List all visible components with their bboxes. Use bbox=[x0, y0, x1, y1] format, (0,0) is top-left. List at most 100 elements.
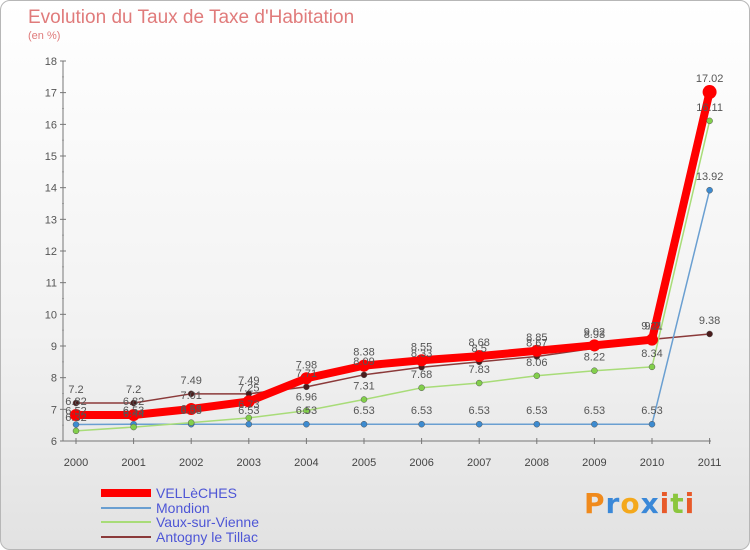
data-label: 6.82 bbox=[123, 396, 144, 408]
y-tick-label: 13 bbox=[45, 214, 57, 226]
data-label: 6.53 bbox=[238, 405, 259, 417]
logo-letter: o bbox=[620, 487, 641, 520]
x-tick-label: 2010 bbox=[640, 457, 664, 469]
data-label: 8.67 bbox=[526, 337, 547, 349]
chart-subtitle: (en %) bbox=[28, 30, 61, 42]
y-tick-label: 16 bbox=[45, 119, 57, 131]
data-label: 6.53 bbox=[353, 405, 374, 417]
data-label: 6.53 bbox=[584, 405, 605, 417]
data-label: 7.68 bbox=[411, 369, 432, 381]
data-label: 6.73 bbox=[238, 399, 259, 411]
legend-label: Vaux-sur-Vienne bbox=[156, 514, 259, 531]
y-tick-label: 9 bbox=[51, 341, 57, 353]
data-label: 6.32 bbox=[65, 412, 86, 424]
data-label: 8.34 bbox=[641, 348, 662, 360]
data-label: 7.83 bbox=[468, 364, 489, 376]
data-label: 8.5 bbox=[472, 343, 487, 355]
data-label: 8.55 bbox=[411, 341, 432, 353]
data-label: 8.38 bbox=[353, 347, 374, 359]
data-point bbox=[72, 427, 80, 435]
x-tick-label: 2007 bbox=[467, 457, 491, 469]
legend-swatch bbox=[101, 535, 151, 538]
x-tick-label: 2006 bbox=[409, 457, 433, 469]
data-point bbox=[360, 371, 368, 379]
series-line bbox=[75, 189, 711, 426]
data-label: 9.38 bbox=[699, 315, 720, 327]
x-tick-label: 2004 bbox=[294, 457, 318, 469]
data-label: 9.2 bbox=[644, 321, 659, 333]
y-tick-label: 6 bbox=[51, 436, 57, 448]
data-label: 6.53 bbox=[468, 405, 489, 417]
data-label: 6.53 bbox=[180, 405, 201, 417]
y-tick-label: 12 bbox=[45, 246, 57, 258]
logo-letter: x bbox=[640, 487, 660, 520]
series-line bbox=[75, 120, 711, 432]
data-label: 7.71 bbox=[296, 368, 317, 380]
data-point bbox=[591, 420, 598, 428]
data-point bbox=[648, 420, 656, 428]
data-label: 8.85 bbox=[526, 332, 547, 344]
y-tick-label: 18 bbox=[45, 56, 57, 68]
y-tick-label: 14 bbox=[45, 183, 57, 195]
data-label: 7.31 bbox=[353, 381, 374, 393]
data-point bbox=[187, 390, 195, 398]
data-point bbox=[360, 396, 368, 403]
data-point bbox=[706, 186, 713, 194]
data-point bbox=[303, 407, 310, 414]
logo-letter: i bbox=[684, 487, 696, 520]
data-label: 8.22 bbox=[584, 352, 605, 364]
data-label: 8.06 bbox=[526, 357, 547, 369]
data-label: 7.2 bbox=[68, 384, 83, 396]
data-point bbox=[533, 372, 541, 380]
data-point bbox=[702, 85, 717, 100]
y-tick-label: 8 bbox=[51, 373, 57, 385]
data-point bbox=[591, 367, 598, 374]
x-tick-label: 2001 bbox=[121, 457, 145, 469]
y-tick-label: 15 bbox=[45, 151, 57, 163]
data-label: 16.11 bbox=[696, 102, 723, 114]
data-point bbox=[245, 420, 253, 428]
data-point bbox=[70, 409, 82, 422]
data-point bbox=[646, 333, 658, 346]
data-label: 6.53 bbox=[123, 405, 144, 417]
data-point bbox=[358, 359, 370, 372]
logo-letter: r bbox=[605, 487, 621, 520]
data-point bbox=[418, 384, 425, 392]
data-point bbox=[300, 372, 313, 385]
data-label: 6.52 bbox=[65, 406, 86, 418]
data-point bbox=[415, 354, 428, 367]
y-tick-label: 10 bbox=[45, 309, 57, 321]
x-tick-label: 2009 bbox=[582, 457, 606, 469]
data-label: 7.49 bbox=[180, 375, 201, 387]
x-tick-label: 2002 bbox=[179, 457, 203, 469]
data-point bbox=[648, 363, 656, 371]
data-point bbox=[303, 420, 310, 428]
logo-letter: P bbox=[584, 487, 606, 520]
data-label: 8.09 bbox=[353, 356, 374, 368]
data-point bbox=[303, 383, 310, 391]
data-label: 13.92 bbox=[696, 171, 724, 183]
x-tick-label: 2000 bbox=[64, 457, 88, 469]
data-point bbox=[72, 399, 80, 407]
data-label: 6.44 bbox=[123, 408, 144, 420]
x-tick-label: 2003 bbox=[237, 457, 261, 469]
data-point bbox=[130, 399, 137, 407]
data-label: 7.98 bbox=[296, 359, 317, 371]
data-point bbox=[706, 330, 713, 338]
data-point bbox=[533, 420, 541, 428]
data-point bbox=[360, 420, 368, 428]
data-point bbox=[418, 420, 425, 428]
x-tick-label: 2008 bbox=[525, 457, 549, 469]
data-label: 7.2 bbox=[126, 384, 141, 396]
data-point bbox=[185, 403, 198, 416]
legend-swatch bbox=[101, 489, 151, 497]
data-label: 6.82 bbox=[65, 396, 86, 408]
data-label: 6.53 bbox=[641, 405, 662, 417]
data-label: 9.21 bbox=[641, 320, 662, 332]
data-point bbox=[130, 423, 137, 431]
data-label: 6.53 bbox=[411, 405, 432, 417]
data-label: 6.53 bbox=[526, 405, 547, 417]
legend-label: VELLèCHES bbox=[156, 485, 237, 501]
data-point bbox=[588, 339, 601, 352]
